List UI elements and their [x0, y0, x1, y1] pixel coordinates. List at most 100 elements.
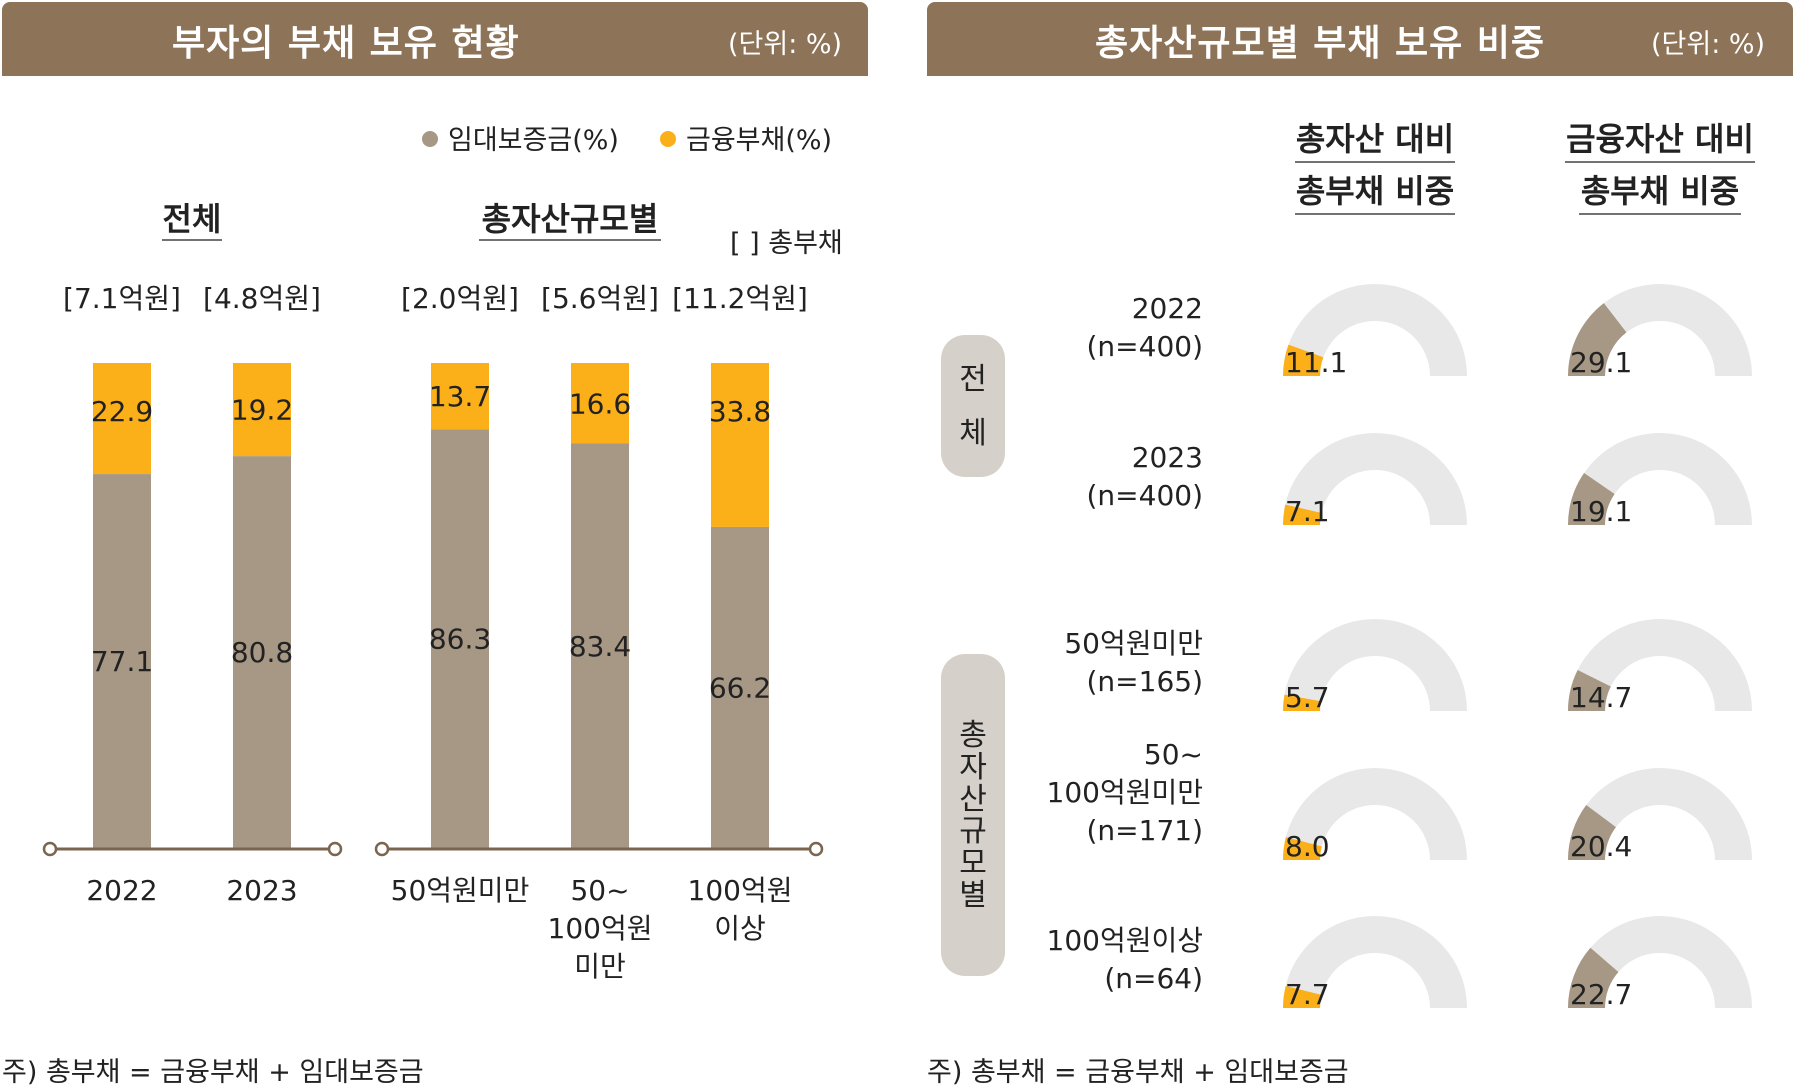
- bar-value-label: 86.3: [429, 623, 491, 656]
- bar-segment-deposit: [233, 456, 291, 848]
- row-label: 50~: [1144, 738, 1203, 771]
- gauge-value-label: 19.1: [1570, 495, 1632, 528]
- row-label: 2023: [1132, 441, 1203, 474]
- side-group-pill: [941, 654, 1005, 976]
- bar-segment-deposit: [431, 429, 489, 848]
- bar-segment-financial: [431, 363, 489, 430]
- category-label: 2023: [226, 874, 297, 907]
- gauge-background: [1568, 284, 1752, 376]
- gauge-background: [1283, 916, 1467, 1008]
- right-panel-title: 총자산규모별 부채 보유 비중: [1095, 23, 1546, 64]
- gauge-value-label: 14.7: [1570, 681, 1632, 714]
- gauge-background: [1283, 619, 1467, 711]
- column-header: 총자산 대비: [1296, 120, 1454, 158]
- gauge-value-label: 7.7: [1285, 978, 1330, 1011]
- left-panel-header: 부자의 부채 보유 현황 (단위: %): [2, 2, 868, 76]
- side-group-pill: [941, 335, 1005, 477]
- gauge-value-arc: [1568, 670, 1611, 711]
- bar-total-label: [7.1억원]: [63, 282, 181, 315]
- row-label: (n=165): [1087, 665, 1204, 698]
- row-label: 2022: [1132, 292, 1203, 325]
- gauge-value-label: 8.0: [1285, 830, 1330, 863]
- gauge-background: [1283, 284, 1467, 376]
- bar-value-label: 19.2: [231, 394, 293, 427]
- side-group-label: 자: [959, 750, 987, 785]
- stacked-bar-chart: 임대보증금(%) 금융부채(%) 전체 총자산규모별 [ ] 총부채 77.1 22.9 [7…: [2, 125, 843, 1088]
- side-group-label: 모: [959, 846, 987, 881]
- category-label: 100억원: [688, 874, 793, 907]
- gauge-value-arc: [1283, 985, 1322, 1008]
- bar-segment-financial: [233, 363, 291, 457]
- left-panel-unit: (단위: %): [728, 29, 843, 60]
- axis-end-marker: [42, 841, 58, 857]
- bar-total-label: [2.0억원]: [401, 282, 519, 315]
- bar-segment-financial: [711, 363, 769, 527]
- legend-label: 금융부채(%): [686, 125, 832, 156]
- bar-total-label: [5.6억원]: [541, 282, 659, 315]
- side-group-label: 체: [959, 416, 987, 451]
- row-label: 50억원미만: [1064, 627, 1203, 660]
- gauge-value-arc: [1568, 303, 1627, 376]
- side-group-label: 규: [959, 814, 987, 849]
- bar-total-label: [4.8억원]: [203, 282, 321, 315]
- bracket-note: [ ] 총부채: [730, 228, 843, 259]
- legend-marker: [660, 131, 676, 147]
- row-label: (n=400): [1087, 479, 1204, 512]
- side-group-label: 전: [959, 362, 987, 397]
- bar-value-label: 13.7: [429, 380, 491, 413]
- row-label: 100억원미만: [1047, 776, 1203, 809]
- bar-segment-deposit: [571, 443, 629, 848]
- gauge-value-arc: [1283, 837, 1322, 860]
- column-header: 금융자산 대비: [1566, 120, 1754, 158]
- bar-value-label: 66.2: [709, 671, 771, 704]
- gauge-background: [1283, 433, 1467, 525]
- gauge-background: [1568, 768, 1752, 860]
- category-label: 미만: [574, 950, 626, 983]
- category-label: 50억원미만: [391, 874, 530, 907]
- left-footnote: 주) 총부채 = 금융부채 + 임대보증금: [2, 1057, 424, 1088]
- gauge-background: [1568, 619, 1752, 711]
- gauge-value-arc: [1283, 344, 1324, 376]
- bar-value-label: 22.9: [91, 395, 153, 428]
- gauge-value-label: 20.4: [1570, 830, 1632, 863]
- category-label: 100억원: [548, 912, 653, 945]
- side-group-label: 총: [959, 718, 987, 753]
- legend-marker: [422, 131, 438, 147]
- gauge-value-arc: [1568, 473, 1615, 525]
- category-label: 50~: [570, 874, 629, 907]
- row-label: 100억원이상: [1047, 924, 1203, 957]
- bar-value-label: 77.1: [91, 645, 153, 678]
- bar-total-label: [11.2억원]: [672, 282, 808, 315]
- category-label: 2022: [86, 874, 157, 907]
- bar-value-label: 33.8: [709, 395, 771, 428]
- gauge-value-label: 29.1: [1570, 346, 1632, 379]
- gauge-background: [1568, 433, 1752, 525]
- gauge-value-label: 7.1: [1285, 495, 1330, 528]
- side-group-label: 산: [959, 782, 987, 817]
- gauge-value-label: 22.7: [1570, 978, 1632, 1011]
- axis-end-marker: [327, 841, 343, 857]
- right-panel-header: 총자산규모별 부채 보유 비중 (단위: %): [927, 2, 1793, 76]
- gauge-background: [1568, 916, 1752, 1008]
- bar-value-label: 16.6: [569, 387, 631, 420]
- bar-segment-deposit: [93, 474, 151, 848]
- right-panel-unit: (단위: %): [1651, 29, 1766, 60]
- row-label: (n=400): [1087, 330, 1204, 363]
- bar-value-label: 80.8: [231, 636, 293, 669]
- gauge-value-arc: [1568, 947, 1619, 1008]
- gauge-value-label: 5.7: [1285, 681, 1330, 714]
- row-label: (n=64): [1104, 962, 1203, 995]
- left-panel-title: 부자의 부채 보유 현황: [172, 23, 520, 64]
- bar-segment-financial: [571, 363, 629, 444]
- right-footnote: 주) 총부채 = 금융부채 + 임대보증금: [927, 1057, 1349, 1088]
- bar-value-label: 83.4: [569, 630, 631, 663]
- group-label: 총자산규모별: [482, 200, 659, 238]
- bar-segment-deposit: [711, 526, 769, 848]
- column-header: 총부채 비중: [1581, 172, 1739, 210]
- column-header: 총부채 비중: [1296, 172, 1454, 210]
- category-label: 이상: [714, 912, 766, 945]
- gauge-value-arc: [1283, 504, 1322, 525]
- legend-label: 임대보증금(%): [448, 125, 619, 156]
